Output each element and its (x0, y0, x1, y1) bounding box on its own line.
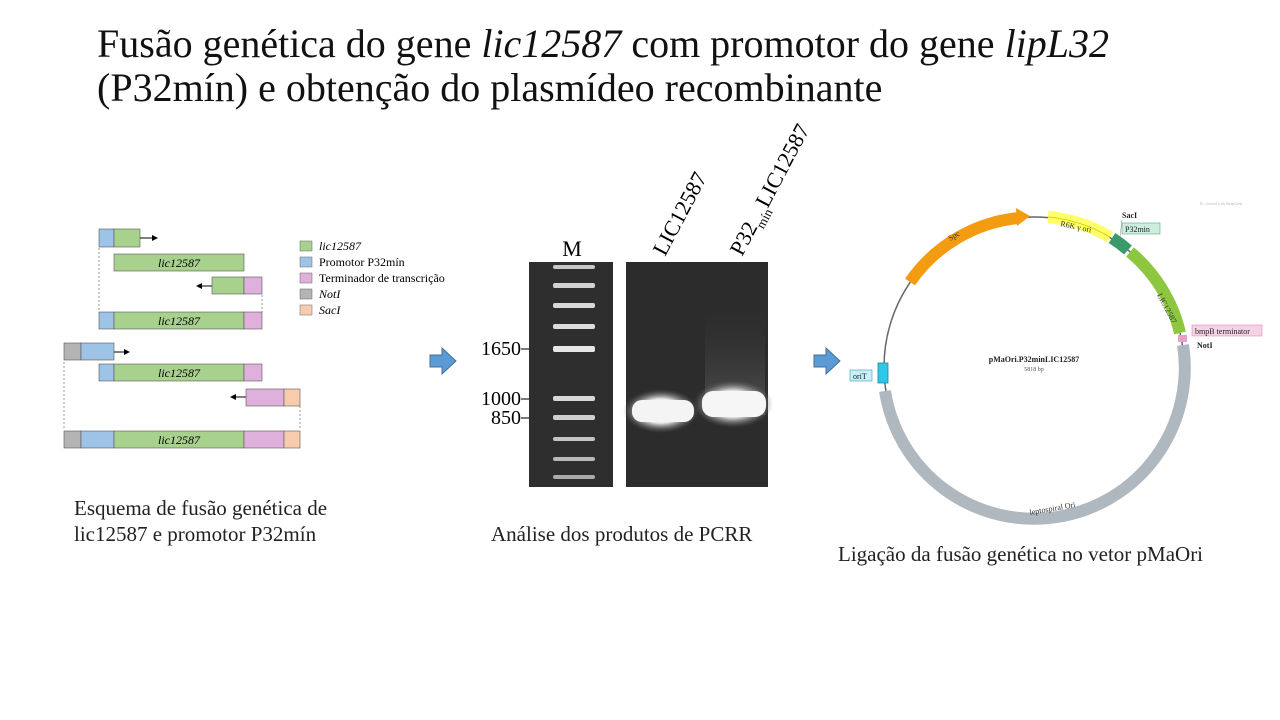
legend: lic12587 Promotor P32mín Terminador de t… (299, 239, 445, 317)
gene-label: lic12587 (158, 366, 201, 380)
legend-swatch (299, 288, 313, 300)
ladder-band (553, 415, 595, 420)
gene-segment (211, 276, 245, 295)
saci-segment (283, 388, 301, 407)
ladder-band (553, 324, 595, 329)
orit-label: oriT (853, 372, 867, 381)
terminator-segment (243, 363, 263, 382)
p32min-label: P32min (1125, 225, 1150, 234)
marker-lane-label: M (562, 236, 582, 261)
ladder-band (553, 303, 595, 308)
saci-label: SacI (1122, 211, 1137, 220)
legend-swatch (299, 304, 313, 316)
caption-line: Esquema de fusão genética de (74, 496, 328, 520)
lic12587-feature (1126, 247, 1186, 335)
arrowhead-icon (196, 283, 202, 289)
gene-segment (113, 253, 245, 272)
saci-segment (283, 430, 301, 449)
promoter-segment (80, 342, 115, 361)
sample-band-p32-lic12587 (702, 391, 766, 417)
p32min-label-box (1121, 222, 1161, 235)
legend-label: Terminador de transcrição (319, 271, 445, 285)
terminator-segment (243, 276, 263, 295)
spc-feature (905, 212, 1019, 286)
p32min-feature (1108, 232, 1132, 255)
lane-label-p32-lic12587: P32mínLIC12587 (724, 120, 818, 261)
ladder-band (553, 396, 595, 401)
arrowhead-icon (124, 349, 130, 355)
terminator-segment (245, 388, 285, 407)
ladder-band (553, 475, 595, 479)
size-marker-label: 850 (491, 407, 521, 429)
gene-name: lic12587 (481, 21, 622, 66)
promoter-segment (98, 311, 115, 330)
gene-label: lic12587 (158, 433, 201, 447)
gene-segment (113, 228, 141, 248)
terminator-feature (1178, 335, 1187, 342)
slide-title: Fusão genética do gene lic12587 com prom… (97, 22, 1109, 110)
arrowhead-icon (230, 394, 236, 400)
lane-label-lic12587: LIC12587 (647, 168, 712, 260)
title-text: com promotor do gene (621, 21, 1005, 66)
legend-swatch (299, 256, 313, 268)
spc-arrowhead-icon (1016, 208, 1030, 226)
legend-label: NotI (318, 287, 341, 301)
label-part: LIC12587 (750, 120, 815, 211)
r6k-outline (1047, 216, 1111, 238)
plasmid-size: 5818 bp (1024, 367, 1044, 373)
scheme-caption: Esquema de fusão genética de lic12587 e … (74, 495, 327, 547)
flow-arrow-icon (429, 346, 457, 376)
sample-band-lic12587 (632, 400, 694, 422)
legend-label: Promotor P32mín (319, 255, 405, 269)
legend-swatch (299, 240, 313, 252)
gene-label: lic12587 (158, 314, 201, 328)
title-line2: (P32mín) e obtenção do plasmídeo recombi… (97, 65, 883, 110)
ladder-band (553, 457, 595, 461)
gene-label: lic12587 (158, 256, 201, 270)
legend-swatch (299, 272, 313, 284)
leptospiral-ori-feature (879, 344, 1191, 525)
ladder-band (553, 437, 595, 441)
terminator-label-box (1191, 324, 1263, 337)
arrowhead-icon (152, 235, 158, 241)
plasmid-name: pMaOri.P32minLIC12587 (989, 355, 1079, 364)
terminator-segment (243, 311, 263, 330)
gel-caption: Análise dos produtos de PCRR (491, 522, 753, 546)
size-marker-label: 1650 (481, 338, 521, 360)
noti-segment (63, 430, 82, 449)
promoter-segment (98, 228, 115, 248)
terminator-segment (243, 430, 285, 449)
orit-feature (877, 362, 889, 384)
terminator-label: bmpB terminator (1195, 327, 1250, 336)
caption-line: lic12587 e promotor P32mín (74, 522, 317, 546)
noti-segment (63, 342, 82, 361)
flow-arrow-icon (813, 346, 841, 376)
fusion-scheme-diagram: lic12587 lic12587 lic12587 lic12587 lic1… (63, 228, 445, 449)
title-text: Fusão genética do gene (97, 21, 482, 66)
ladder-lane-panel (529, 262, 613, 487)
noti-label: NotI (1197, 341, 1213, 350)
plasmid-map: Spc R6K γ ori LIC12587 SacI P32min bmpB … (849, 201, 1263, 525)
gene-name: lipL32 (1004, 21, 1110, 66)
legend-label: lic12587 (319, 239, 362, 253)
ladder-band (553, 265, 595, 269)
ladder-band (553, 346, 595, 352)
legend-label: SacI (319, 303, 341, 317)
ladder-bands (553, 265, 595, 479)
gel-electrophoresis: 1650 1000 850 M LIC12587 P32mínLIC12587 (481, 120, 818, 487)
watermark: Pr. created with SnapGene (1200, 201, 1243, 206)
promoter-segment (98, 363, 115, 382)
ladder-band (553, 283, 595, 288)
size-marker-label: 1000 (481, 388, 521, 410)
label-leader (1119, 219, 1123, 238)
plasmid-caption: Ligação da fusão genética no vetor pMaOr… (838, 542, 1204, 566)
orit-label-box (849, 369, 873, 382)
promoter-segment (80, 430, 115, 449)
